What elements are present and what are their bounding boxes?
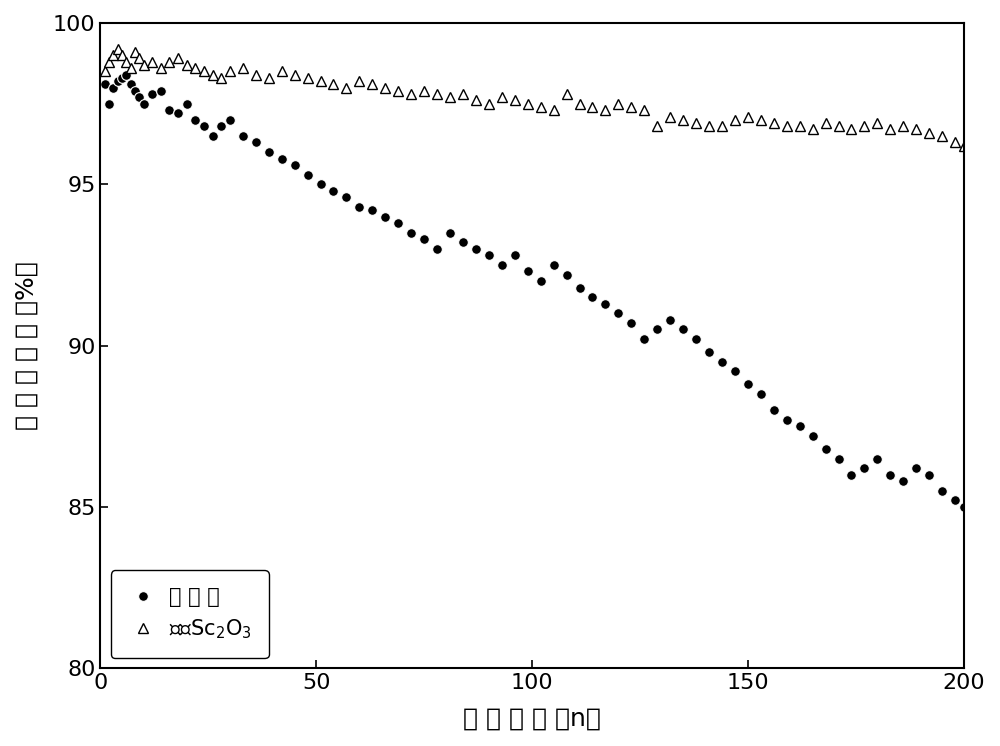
Line: 包覆Sc$_2$O$_3$: 包覆Sc$_2$O$_3$	[100, 44, 969, 151]
包覆Sc$_2$O$_3$	[392, 87, 404, 95]
包覆Sc$_2$O$_3$	[535, 102, 547, 111]
Y-axis label: 容 量 保 持 率 （%）: 容 量 保 持 率 （%）	[15, 261, 39, 430]
包覆Sc$_2$O$_3$	[198, 67, 210, 76]
包覆Sc$_2$O$_3$	[112, 44, 124, 53]
包覆Sc$_2$O$_3$	[418, 87, 430, 95]
未 包 覆	[198, 122, 210, 131]
未 包 覆	[418, 235, 430, 244]
未 包 覆	[535, 277, 547, 286]
未 包 覆	[958, 503, 970, 512]
包覆Sc$_2$O$_3$	[958, 141, 970, 150]
Line: 未 包 覆: 未 包 覆	[100, 70, 969, 512]
X-axis label: 循 环 周 数 （n）: 循 环 周 数 （n）	[463, 707, 601, 731]
包覆Sc$_2$O$_3$	[327, 80, 339, 89]
包覆Sc$_2$O$_3$	[315, 77, 327, 86]
未 包 覆	[327, 186, 339, 195]
未 包 覆	[99, 80, 111, 89]
Legend: 未 包 覆, 包覆Sc$_2$O$_3$: 未 包 覆, 包覆Sc$_2$O$_3$	[111, 571, 269, 658]
未 包 覆	[392, 219, 404, 228]
未 包 覆	[315, 180, 327, 189]
包覆Sc$_2$O$_3$	[99, 67, 111, 76]
未 包 覆	[120, 70, 132, 79]
